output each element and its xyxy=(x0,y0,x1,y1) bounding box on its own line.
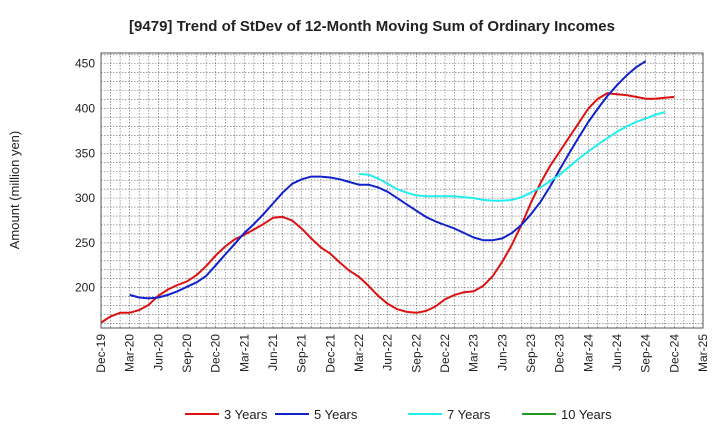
y-tick-label: 200 xyxy=(75,281,95,295)
legend: 3 Years 5 Years 7 Years 10 Years xyxy=(185,407,612,422)
y-tick-label: 450 xyxy=(75,57,95,71)
grid xyxy=(101,53,703,328)
x-tick-label: Mar-24 xyxy=(581,334,595,372)
y-tick-label: 250 xyxy=(75,236,95,250)
x-tick-label: Dec-21 xyxy=(323,334,337,373)
y-tick-label: 350 xyxy=(75,146,95,160)
x-tick-label: Sep-22 xyxy=(409,334,423,373)
y-tick-label: 300 xyxy=(75,191,95,205)
x-tick-label: Jun-22 xyxy=(381,334,395,371)
y-tick-label: 400 xyxy=(75,102,95,116)
series-line-7-years xyxy=(358,111,666,202)
x-tick-label: Mar-20 xyxy=(123,334,137,372)
x-tick-label: Sep-23 xyxy=(524,334,538,373)
y-tick-labels: 200 250 300 350 400 450 xyxy=(75,57,95,295)
series-line-3-years xyxy=(100,92,675,324)
x-tick-label: Sep-24 xyxy=(639,334,653,373)
x-tick-label: Sep-20 xyxy=(180,334,194,373)
x-tick-label: Jun-21 xyxy=(266,334,280,371)
x-tick-label: Dec-23 xyxy=(553,334,567,373)
chart-title: [9479] Trend of StDev of 12-Month Moving… xyxy=(129,18,615,35)
series-lines xyxy=(100,60,675,324)
legend-label: 5 Years xyxy=(314,407,358,422)
legend-label: 10 Years xyxy=(561,407,612,422)
y-axis-label: Amount (million yen) xyxy=(7,131,22,250)
series-line-5-years xyxy=(129,60,647,300)
plot-area-frame xyxy=(100,52,704,329)
x-tick-label: Dec-24 xyxy=(667,334,681,373)
x-tick-label: Mar-25 xyxy=(696,334,710,372)
x-tick-label: Jun-23 xyxy=(495,334,509,371)
x-tick-label: Mar-21 xyxy=(237,334,251,372)
x-tick-label: Jun-24 xyxy=(610,334,624,371)
x-tick-labels: Dec-19 Mar-20 Jun-20 Sep-20 Dec-20 Mar-21 Jun-… xyxy=(94,334,710,373)
legend-label: 3 Years xyxy=(224,407,268,422)
legend-label: 7 Years xyxy=(447,407,491,422)
x-tick-label: Mar-22 xyxy=(352,334,366,372)
x-tick-label: Jun-20 xyxy=(151,334,165,371)
x-tick-label: Sep-21 xyxy=(295,334,309,373)
x-tick-label: Mar-23 xyxy=(467,334,481,372)
x-tick-label: Dec-19 xyxy=(94,334,108,373)
x-tick-label: Dec-20 xyxy=(209,334,223,373)
x-tick-label: Dec-22 xyxy=(438,334,452,373)
